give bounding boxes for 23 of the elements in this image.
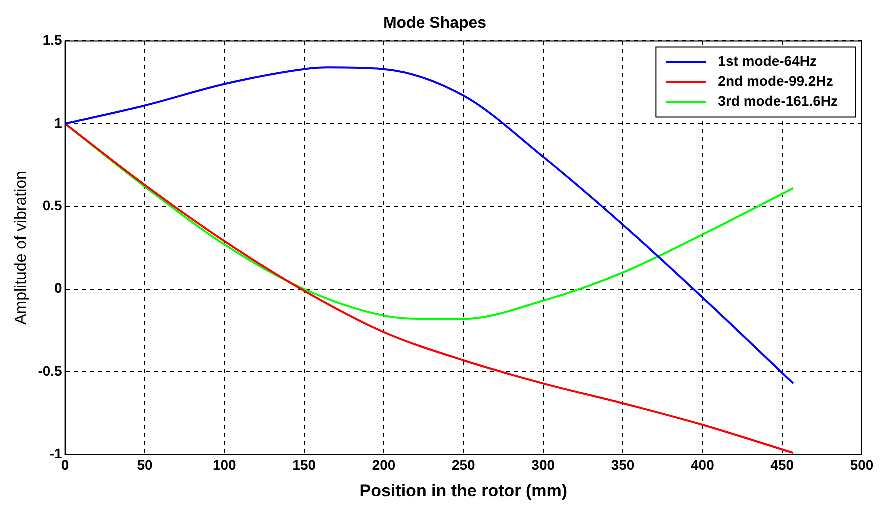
x-tick-label: 100 (212, 457, 237, 474)
legend-label: 2nd mode-99.2Hz (718, 73, 834, 90)
x-tick-label: 250 (452, 457, 476, 474)
x-tick-label: 500 (850, 457, 874, 474)
x-tick-label: 200 (372, 457, 396, 474)
x-tick-label: 300 (532, 457, 556, 474)
line-series (65, 122, 794, 454)
legend-label: 1st mode-64Hz (718, 53, 817, 70)
chart-title: Mode Shapes (383, 15, 487, 32)
y-tick-label: 0.5 (42, 198, 63, 214)
x-tick-label: 450 (770, 457, 794, 474)
y-axis-title: Amplitude of vibration (13, 171, 30, 325)
x-tick-label: 400 (690, 457, 715, 474)
x-tick-label: 350 (611, 457, 635, 474)
legend-label: 3rd mode-161.6Hz (718, 93, 838, 110)
y-tick-label: 1 (54, 114, 63, 131)
y-tick-label: -0.5 (38, 362, 63, 379)
y-tick-label: 0 (54, 280, 63, 296)
x-axis-title: Position in the rotor (mm) (360, 481, 568, 500)
y-tick-label: -1 (50, 446, 63, 462)
y-tick-label: 1.5 (42, 32, 63, 48)
x-tick-label: 50 (137, 457, 153, 474)
x-tick-label: 150 (292, 457, 316, 474)
